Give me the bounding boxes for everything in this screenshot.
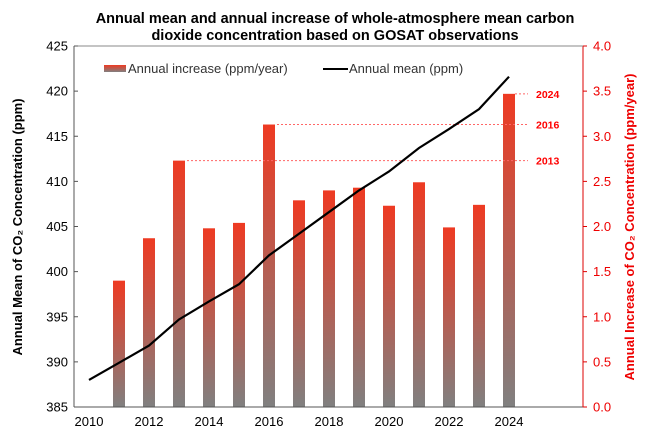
- line-annual-mean: [88, 75, 510, 381]
- bar-2012: [143, 238, 155, 407]
- x-tick-label: 2022: [435, 414, 464, 429]
- x-tick-label: 2016: [255, 414, 284, 429]
- left-tick-label: 400: [46, 264, 68, 279]
- x-tick-label: 2014: [195, 414, 224, 429]
- x-tick-label: 2018: [315, 414, 344, 429]
- left-tick-label: 405: [46, 219, 68, 234]
- chart-title-line-2: dioxide concentration based on GOSAT obs…: [151, 28, 518, 44]
- y-axis-label-right: Annual Increase of CO₂ Concentration (pp…: [622, 74, 637, 381]
- left-tick-label: 415: [46, 129, 68, 144]
- bar-2011: [113, 280, 125, 407]
- x-tick-label: 2020: [375, 414, 404, 429]
- bar-2020: [383, 205, 395, 407]
- bar-2015: [233, 222, 245, 407]
- annotation-label-2013: 2013: [536, 156, 560, 168]
- left-tick-label: 385: [46, 400, 68, 415]
- legend-bar-swatch: [104, 65, 126, 72]
- bar-2023: [473, 204, 485, 407]
- annotation-label-2024: 2024: [536, 89, 560, 101]
- bar-2024: [503, 93, 515, 408]
- right-tick-label: 1.0: [593, 309, 611, 324]
- x-tick-label: 2010: [75, 414, 104, 429]
- right-tick-label: 3.5: [593, 84, 611, 99]
- legend-line-label: Annual mean (ppm): [349, 61, 463, 76]
- bar-2013: [173, 160, 185, 407]
- bar-2016: [263, 124, 275, 407]
- left-tick-label: 410: [46, 174, 68, 189]
- right-tick-label: 0.5: [593, 354, 611, 369]
- right-tick-label: 2.5: [593, 174, 611, 189]
- bar-2021: [413, 182, 425, 407]
- bar-2014: [203, 228, 215, 407]
- right-tick-label: 0.0: [593, 400, 611, 415]
- x-tick-label: 2012: [135, 414, 164, 429]
- right-tick-label: 2.0: [593, 219, 611, 234]
- left-tick-label: 425: [46, 39, 68, 54]
- right-tick-label: 4.0: [593, 39, 611, 54]
- bar-2018: [323, 190, 335, 407]
- left-tick-label: 420: [46, 84, 68, 99]
- left-tick-label: 395: [46, 309, 68, 324]
- legend-bar-label: Annual increase (ppm/year): [128, 61, 288, 76]
- bar-2019: [353, 187, 365, 407]
- x-tick-label: 2024: [495, 414, 524, 429]
- chart-title-line-1: Annual mean and annual increase of whole…: [96, 11, 575, 27]
- annotation-label-2016: 2016: [536, 120, 560, 132]
- right-tick-label: 1.5: [593, 264, 611, 279]
- bar-2022: [443, 227, 455, 407]
- bar-2017: [293, 200, 305, 407]
- left-tick-label: 390: [46, 354, 68, 369]
- y-axis-label-left: Annual Mean of CO₂ Concentration (ppm): [10, 98, 25, 355]
- right-tick-label: 3.0: [593, 129, 611, 144]
